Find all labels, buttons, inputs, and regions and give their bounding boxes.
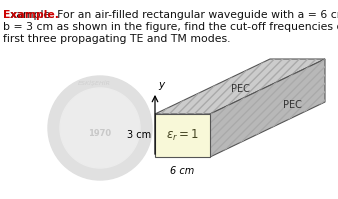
Text: first three propagating TE and TM modes.: first three propagating TE and TM modes. [3,34,231,44]
Text: Example.: Example. [3,10,59,20]
Circle shape [48,76,152,180]
Circle shape [60,88,140,168]
Text: Example. For an air-filled rectangular waveguide with a = 6 cm and: Example. For an air-filled rectangular w… [3,10,338,20]
Polygon shape [210,59,325,157]
Text: y: y [158,80,164,90]
Text: 3 cm: 3 cm [127,131,151,140]
Polygon shape [155,114,210,157]
Text: 6 cm: 6 cm [170,166,195,176]
Text: ESKİŞEHİR: ESKİŞEHİR [78,80,111,86]
Text: $\varepsilon_r = 1$: $\varepsilon_r = 1$ [166,128,199,143]
Text: b = 3 cm as shown in the figure, find the cut-off frequencies of the: b = 3 cm as shown in the figure, find th… [3,22,338,32]
Polygon shape [155,59,325,114]
Text: 1970: 1970 [89,129,112,138]
Text: PEC: PEC [283,100,302,110]
Text: PEC: PEC [231,84,249,94]
